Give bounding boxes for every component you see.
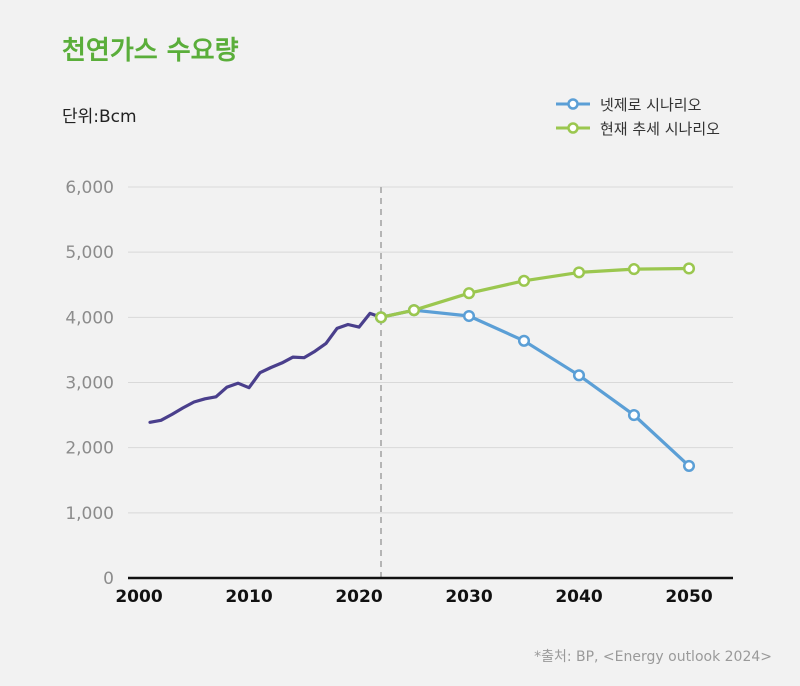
source-note: *출처: BP, <Energy outlook 2024> <box>534 649 772 665</box>
y-tick-label-0: 0 <box>103 569 114 589</box>
legend-swatch-netzero <box>556 98 590 110</box>
data-point-2-2022 <box>374 311 388 324</box>
legend-swatch-current <box>556 122 590 134</box>
chart-title: 천연가스 수요량 <box>62 36 239 66</box>
y-tick-label-2000: 2,000 <box>65 439 114 459</box>
x-tick-label-2010: 2010 <box>225 587 272 607</box>
legend-item-netzero: 넷제로 시나리오 <box>556 92 720 116</box>
y-tick-label-1000: 1,000 <box>65 504 114 524</box>
legend-item-current: 현재 추세 시나리오 <box>556 116 720 140</box>
series-line-2 <box>379 266 691 319</box>
data-point-2-2030 <box>462 287 476 300</box>
y-tick-label-3000: 3,000 <box>65 374 114 394</box>
legend-label-current: 현재 추세 시나리오 <box>600 119 720 138</box>
x-tick-label-2040: 2040 <box>555 587 602 607</box>
data-point-2-2050 <box>682 262 696 275</box>
data-point-2-2040 <box>572 266 586 279</box>
data-point-1-2045 <box>627 409 641 422</box>
y-tick-label-5000: 5,000 <box>65 243 114 263</box>
data-point-1-2035 <box>517 334 531 347</box>
unit-label: 단위:Bcm <box>62 107 137 127</box>
y-tick-label-6000: 6,000 <box>65 178 114 198</box>
x-tick-label-2000: 2000 <box>115 587 162 607</box>
data-point-1-2030 <box>462 309 476 323</box>
data-point-2-2025 <box>407 304 421 317</box>
data-point-1-2050 <box>682 459 696 472</box>
x-tick-label-2020: 2020 <box>335 587 382 607</box>
x-tick-label-2030: 2030 <box>445 587 492 607</box>
data-point-2-2045 <box>627 263 641 276</box>
x-tick-label-2050: 2050 <box>665 587 712 607</box>
legend-label-netzero: 넷제로 시나리오 <box>600 95 702 114</box>
series-line-0 <box>148 311 383 424</box>
data-point-1-2040 <box>572 369 586 382</box>
y-tick-label-4000: 4,000 <box>65 308 114 328</box>
data-point-2-2035 <box>517 274 531 287</box>
legend: 넷제로 시나리오 현재 추세 시나리오 <box>556 92 720 140</box>
series-line-1 <box>379 308 691 468</box>
